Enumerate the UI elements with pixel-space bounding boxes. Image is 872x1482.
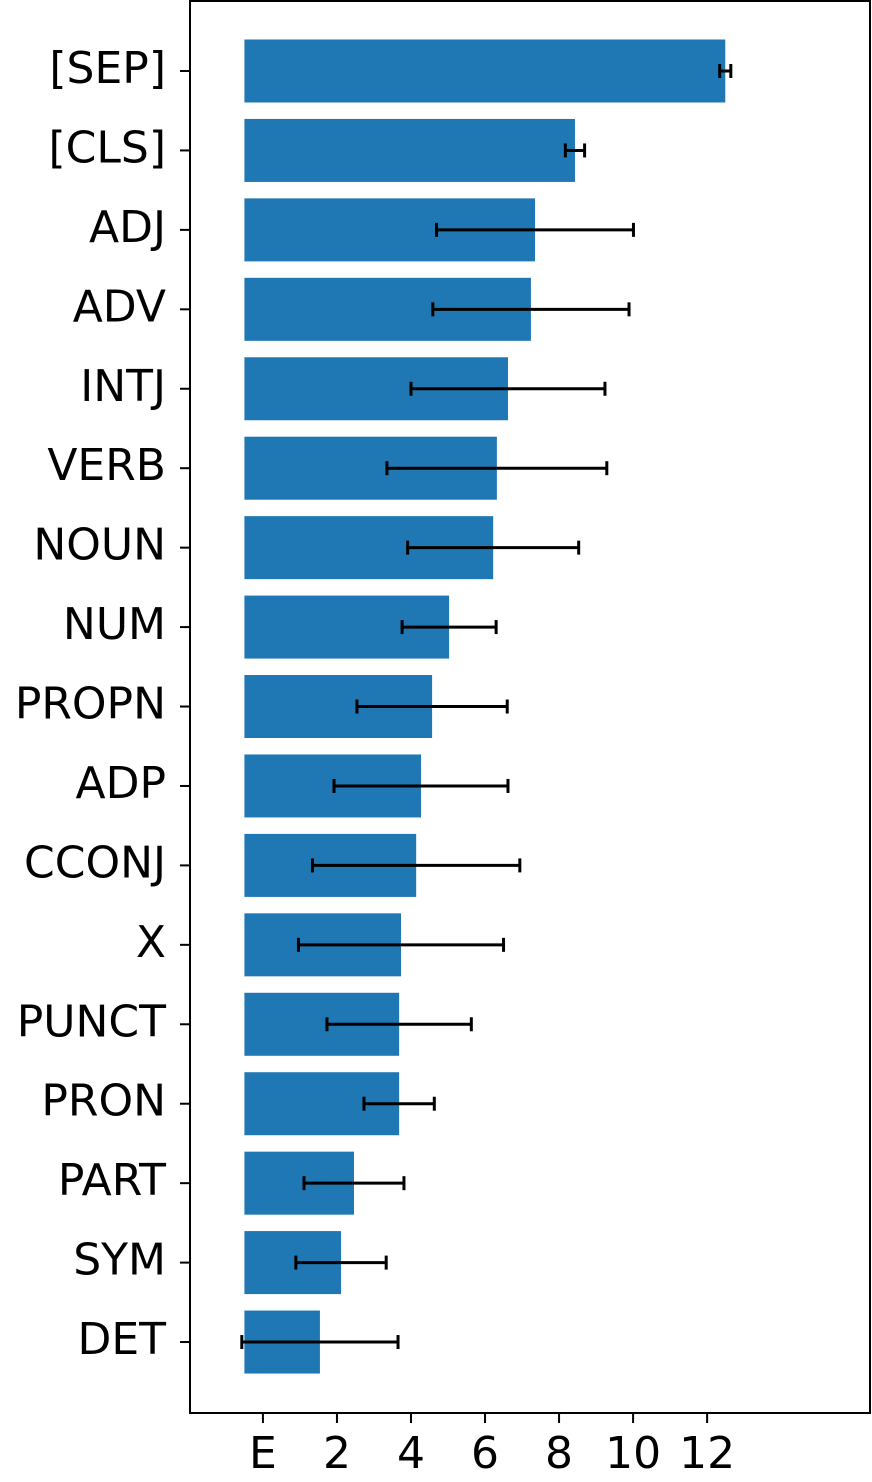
y-tick-label: CCONJ <box>24 837 166 888</box>
error-bar <box>409 381 607 396</box>
error-bar <box>355 699 509 714</box>
bar <box>244 39 726 103</box>
y-tick-label: SYM <box>73 1235 166 1286</box>
x-tick-label: 8 <box>545 1428 573 1479</box>
bar <box>244 118 575 182</box>
error-bar <box>431 302 631 317</box>
x-tick-label: 2 <box>323 1428 351 1479</box>
error-bar <box>294 1255 388 1270</box>
error-bar <box>385 461 609 476</box>
y-tick-label: [SEP] <box>49 43 166 94</box>
error-bar <box>302 1176 406 1191</box>
y-tick-label: PRON <box>41 1076 166 1127</box>
y-tick-label: INTJ <box>80 361 166 412</box>
x-tick-label: 4 <box>397 1428 425 1479</box>
error-bar <box>406 540 581 555</box>
y-tick-label: DET <box>77 1314 166 1365</box>
error-bar <box>400 620 498 635</box>
y-tick-label: [CLS] <box>49 122 167 173</box>
y-tick-label: NOUN <box>33 520 166 571</box>
y-tick-label: PROPN <box>15 679 166 730</box>
x-tick-label: E <box>249 1428 277 1479</box>
error-bar <box>563 143 587 158</box>
x-tick-label: 10 <box>605 1428 661 1479</box>
y-tick-label: VERB <box>47 440 166 491</box>
error-bar <box>332 778 510 793</box>
error-bar <box>435 222 635 237</box>
y-tick-label: ADP <box>75 758 166 809</box>
error-bar <box>240 1335 400 1350</box>
error-bar <box>325 1017 473 1032</box>
x-tick-label: 6 <box>471 1428 499 1479</box>
error-bar <box>718 64 733 78</box>
error-bar <box>296 937 506 952</box>
y-tick-label: ADJ <box>89 202 166 253</box>
y-tick-label: NUM <box>63 599 166 650</box>
y-tick-label: X <box>136 917 166 968</box>
y-tick-label: PUNCT <box>17 996 166 1047</box>
error-bar <box>362 1096 436 1111</box>
error-bar <box>311 858 522 873</box>
x-tick-label: 12 <box>679 1428 735 1479</box>
y-tick-label: ADV <box>73 281 166 332</box>
y-tick-label: PART <box>58 1155 166 1206</box>
